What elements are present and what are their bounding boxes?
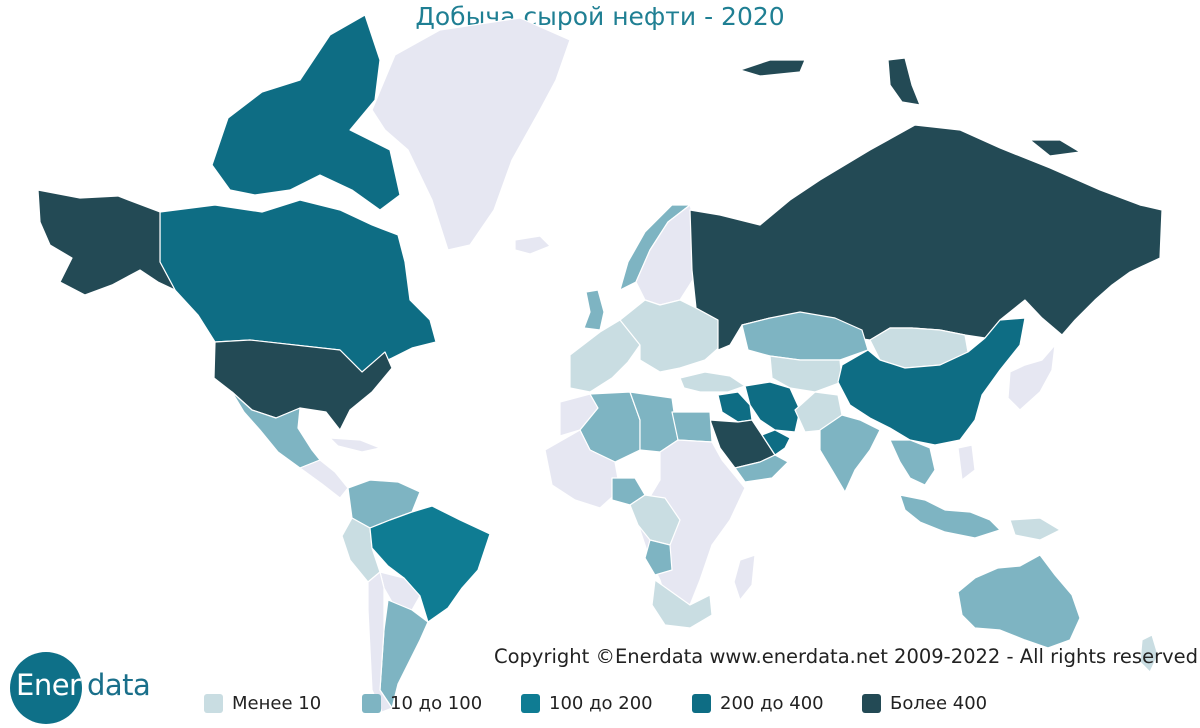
region-canada bbox=[159, 199, 437, 373]
legend-item-lt10: Менее 10 bbox=[204, 690, 321, 716]
region-oman-yemen bbox=[734, 454, 789, 483]
region-angola bbox=[644, 539, 673, 576]
legend-item-200-400: 200 до 400 bbox=[692, 690, 824, 716]
region-iceland bbox=[514, 235, 551, 255]
logo-text-part2: data bbox=[87, 668, 151, 702]
region-central-asia bbox=[769, 355, 843, 393]
legend-label: Менее 10 bbox=[232, 692, 322, 714]
legend-swatch bbox=[862, 693, 881, 713]
logo-circle bbox=[10, 652, 82, 724]
region-greenland bbox=[371, 17, 571, 251]
legend-item-100-200: 100 до 200 bbox=[521, 690, 653, 716]
region-china bbox=[837, 317, 1026, 446]
legend-swatch bbox=[521, 693, 540, 713]
region-indonesia bbox=[899, 494, 1001, 539]
legend-label: 10 до 100 bbox=[390, 692, 483, 714]
region-madagascar bbox=[733, 554, 756, 601]
legend-swatch bbox=[204, 693, 223, 713]
region-southeast-asia bbox=[889, 439, 936, 486]
region-india bbox=[819, 414, 881, 493]
region-russia-arctic-islands bbox=[739, 57, 1081, 157]
region-cuba bbox=[329, 437, 381, 453]
legend-item-10-100: 10 до 100 bbox=[362, 690, 482, 716]
logo-text-part1: Ener bbox=[16, 668, 81, 702]
legend-label: 100 до 200 bbox=[549, 692, 653, 714]
legend-label: 200 до 400 bbox=[720, 692, 824, 714]
region-russia bbox=[689, 124, 1163, 351]
region-western-europe bbox=[569, 317, 641, 393]
region-papua bbox=[1009, 517, 1061, 541]
legend-swatch bbox=[692, 693, 711, 713]
region-central-africa bbox=[629, 494, 681, 546]
region-iraq bbox=[717, 391, 753, 423]
region-egypt bbox=[671, 411, 713, 443]
region-new-zealand bbox=[1139, 634, 1159, 673]
enerdata-logo: Ener data bbox=[10, 652, 151, 724]
region-australia bbox=[957, 554, 1081, 649]
legend-label: Более 400 bbox=[890, 692, 988, 714]
region-uk bbox=[583, 289, 605, 331]
region-alaska bbox=[37, 189, 176, 296]
region-philippines bbox=[957, 444, 976, 481]
region-canada-islands bbox=[211, 14, 401, 211]
region-brazil bbox=[369, 505, 491, 623]
region-iran bbox=[744, 381, 801, 433]
copyright-notice: Copyright ©Enerdata www.enerdata.net 200… bbox=[494, 645, 1198, 668]
region-gulf-states bbox=[761, 429, 791, 456]
region-mexico bbox=[231, 391, 321, 469]
region-chile bbox=[367, 571, 393, 713]
legend-swatch bbox=[362, 693, 381, 713]
region-central-america bbox=[299, 459, 349, 499]
legend-item-gt400: Более 400 bbox=[862, 690, 987, 716]
region-japan-korea bbox=[1007, 344, 1056, 411]
region-southern-africa bbox=[651, 579, 713, 629]
region-turkey bbox=[679, 371, 746, 393]
